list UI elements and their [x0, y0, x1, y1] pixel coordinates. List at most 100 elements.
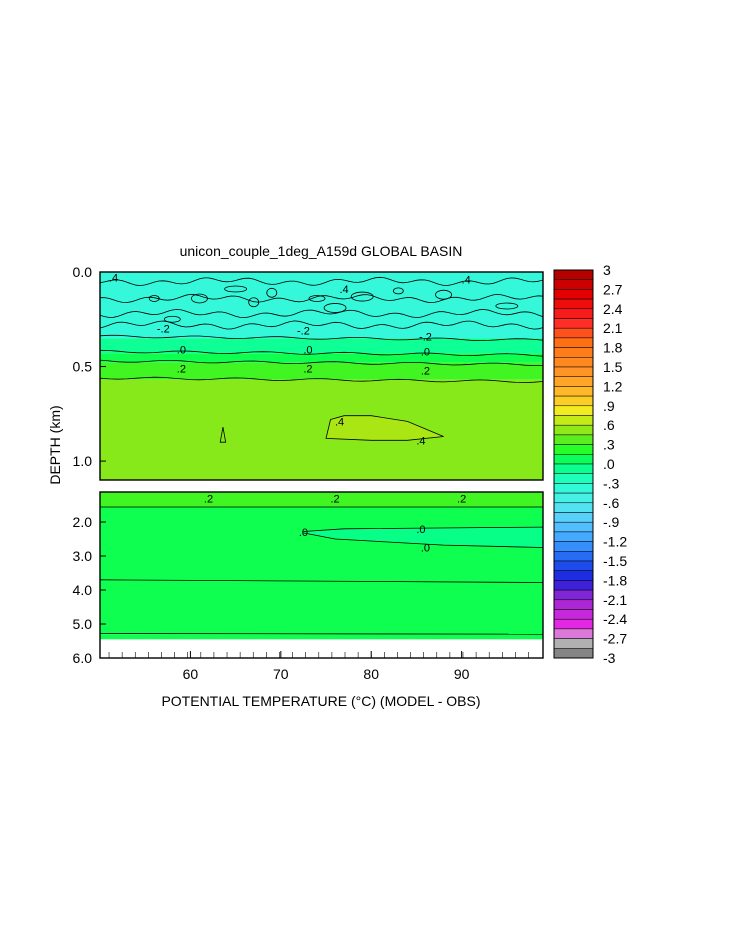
- upper-ytick-label-1: 0.5: [73, 359, 93, 375]
- upper-blob-3: [266, 287, 278, 298]
- upper-contour-label-2: .4: [462, 275, 471, 287]
- upper-band-3: [100, 362, 543, 380]
- upper-surface-contour-2: [100, 309, 543, 319]
- lower-contour-4: [100, 633, 543, 635]
- colorbar-segment: [553, 483, 594, 494]
- lower-contour-label-2: .2: [457, 494, 466, 506]
- upper-blob-11: [323, 303, 347, 313]
- colorbar-segment: [553, 434, 594, 445]
- colorbar-label-8: .6: [603, 417, 615, 433]
- colorbar-label-7: .9: [603, 398, 615, 414]
- colorbar-segment: [553, 473, 594, 484]
- colorbar-frame: [553, 269, 594, 659]
- upper-blob-2: [224, 285, 248, 293]
- colorbar-label-9: .3: [603, 437, 615, 453]
- colorbar-segment: [553, 502, 594, 513]
- upper-blob-0: [148, 295, 160, 302]
- lower-band-0: [100, 492, 543, 507]
- colorbar-label-6: 1.2: [603, 378, 623, 394]
- colorbar-segment: [553, 357, 594, 368]
- upper-contour-label-8: .0: [421, 346, 430, 358]
- lower-contour-label-1: .2: [330, 494, 339, 506]
- upper-contour-label-9: .2: [177, 363, 186, 375]
- colorbar-segment: [553, 628, 594, 639]
- colorbar-segment: [553, 415, 594, 426]
- colorbar-segment: [553, 560, 594, 571]
- colorbar-segment: [553, 541, 594, 552]
- colorbar-segment: [553, 279, 594, 290]
- colorbar-segment: [553, 405, 594, 416]
- lower-ytick-label-0: 2.0: [73, 514, 93, 530]
- colorbar-segment: [553, 531, 594, 542]
- colorbar-segment: [553, 347, 594, 358]
- upper-ytick-label-2: 1.0: [73, 453, 93, 469]
- x-axis-label: POTENTIAL TEMPERATURE (°C) (MODEL - OBS): [161, 693, 480, 709]
- colorbar-segment: [553, 386, 594, 397]
- upper-contour-label-6: .0: [177, 345, 186, 357]
- lower-band-2: [100, 634, 543, 640]
- colorbar-segment: [553, 521, 594, 533]
- colorbar: 3 2.7 2.4 2.1 1.8 1.5 1.2 .9 .6 .3 .0 -.3 -.6 -.9 -1.2…: [553, 262, 627, 666]
- upper-blob-1: [191, 293, 208, 304]
- upper-contour-label-13: .4: [416, 435, 425, 447]
- upper-ytick-label-0: 0.0: [73, 264, 93, 280]
- colorbar-segment: [553, 589, 594, 601]
- upper-blob-6: [392, 287, 404, 295]
- colorbar-label-2: 2.4: [603, 301, 623, 317]
- colorbar-segment: [553, 318, 594, 329]
- lower-contour-label-0: .2: [204, 494, 213, 506]
- upper-contour-label-12: .4: [335, 416, 344, 428]
- lower-depth-panel: .2 .2 .2 .0 .0 .0 2.0 3.0 4.0 5.0 6.0 60 70 80 90: [73, 491, 544, 682]
- xtick-label-0: 60: [183, 666, 199, 682]
- upper-warm-patch: [325, 415, 444, 441]
- upper-contour-line-3: [100, 376, 543, 384]
- upper-blob-7: [435, 289, 452, 300]
- upper-panel-frame: [99, 271, 544, 481]
- colorbar-label-3: 2.1: [603, 320, 623, 336]
- lower-ytick-label-3: 5.0: [73, 616, 93, 632]
- colorbar-label-13: -.9: [603, 514, 620, 530]
- upper-contour-label-11: .2: [421, 365, 430, 377]
- upper-blob-9: [248, 297, 260, 308]
- lower-contour-1: [303, 526, 543, 532]
- upper-contour-label-0: .4: [109, 273, 118, 285]
- upper-blob-4: [308, 295, 326, 302]
- colorbar-segment: [553, 444, 594, 455]
- colorbar-segment: [553, 366, 594, 377]
- colorbar-segment: [553, 269, 594, 280]
- colorbar-label-20: -3: [603, 650, 616, 666]
- lower-band-1: [100, 507, 543, 635]
- colorbar-label-12: -.6: [603, 495, 620, 511]
- colorbar-label-18: -2.4: [603, 611, 627, 627]
- colorbar-label-5: 1.5: [603, 359, 623, 375]
- lower-ytick-label-2: 4.0: [73, 582, 93, 598]
- upper-contour-label-4: -.2: [297, 326, 310, 338]
- upper-contour-label-7: .0: [303, 345, 312, 357]
- colorbar-segment: [553, 551, 594, 562]
- colorbar-segment: [553, 648, 594, 659]
- colorbar-label-10: .0: [603, 456, 615, 472]
- colorbar-segment: [553, 424, 594, 436]
- colorbar-segment: [553, 599, 594, 610]
- colorbar-segment: [553, 454, 594, 465]
- upper-band-4: [100, 379, 543, 480]
- colorbar-label-15: -1.5: [603, 553, 627, 569]
- upper-contour-label-3: -.2: [157, 324, 170, 336]
- colorbar-label-16: -1.8: [603, 572, 627, 588]
- upper-blob-5: [350, 291, 374, 302]
- colorbar-segment: [553, 308, 594, 319]
- lower-contour-2: [303, 532, 543, 548]
- colorbar-segment: [553, 298, 594, 310]
- xtick-label-1: 70: [273, 666, 289, 682]
- colorbar-segment: [553, 327, 594, 339]
- upper-band-1: [100, 338, 543, 354]
- upper-surface-contour-3: [100, 320, 543, 330]
- colorbar-segment: [553, 492, 594, 504]
- colorbar-segment: [553, 376, 594, 387]
- colorbar-segment: [553, 618, 594, 630]
- colorbar-segment: [553, 580, 594, 591]
- upper-contour-line-1: [100, 349, 543, 357]
- upper-blob-8: [495, 302, 519, 310]
- colorbar-segment: [553, 395, 594, 407]
